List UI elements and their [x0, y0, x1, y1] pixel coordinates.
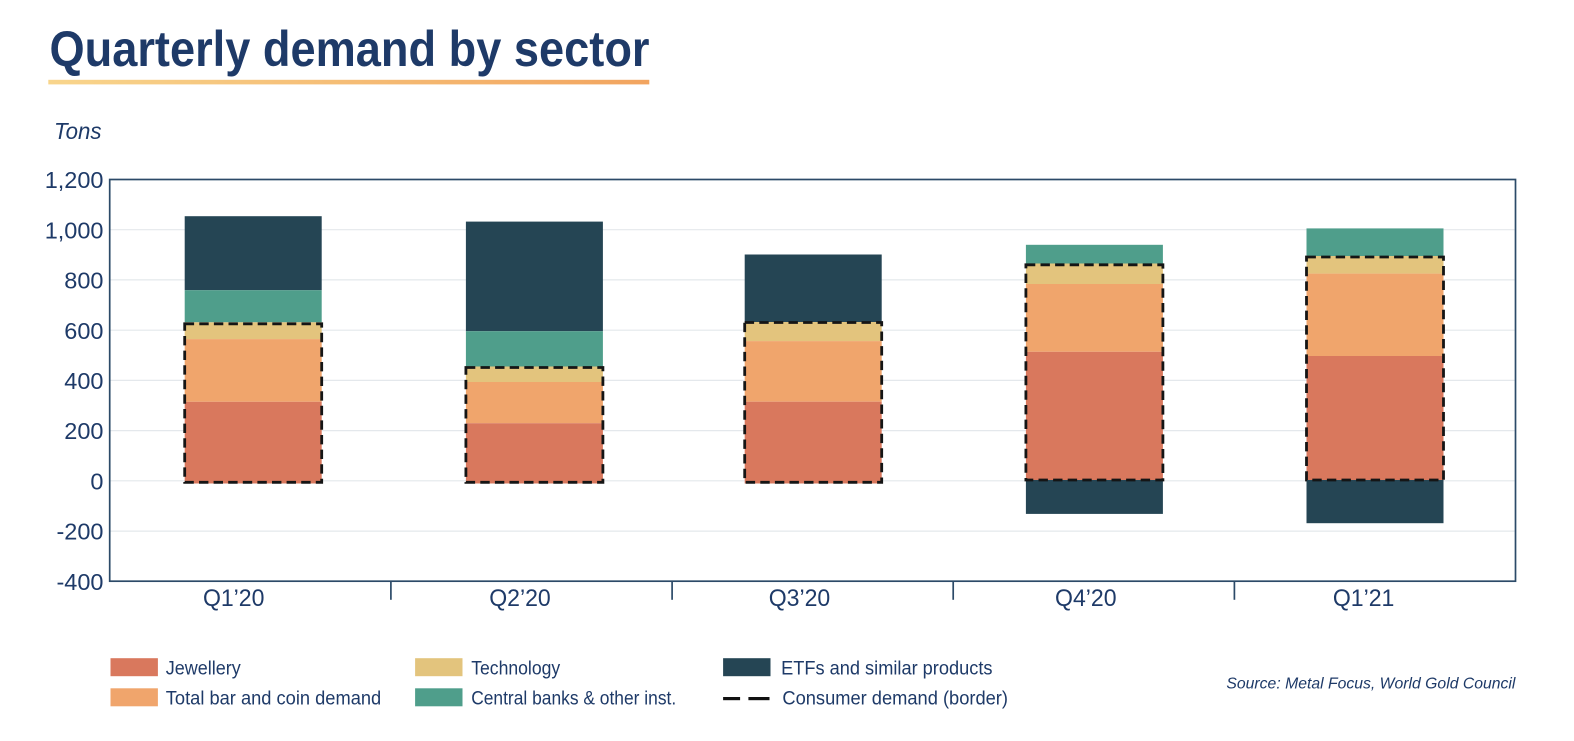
svg-text:1,000: 1,000 [45, 217, 104, 243]
svg-text:Q4’20: Q4’20 [1055, 585, 1117, 612]
svg-text:Q1’20: Q1’20 [203, 585, 265, 612]
svg-text:Technology: Technology [471, 658, 560, 679]
svg-text:Total bar and coin demand: Total bar and coin demand [166, 688, 381, 709]
svg-text:Source: Metal Focus, World Gol: Source: Metal Focus, World Gold Council [1226, 676, 1515, 693]
svg-text:Q2’20: Q2’20 [489, 585, 551, 612]
svg-text:Consumer demand (border): Consumer demand (border) [782, 688, 1008, 709]
svg-text:800: 800 [64, 268, 103, 294]
svg-text:Jewellery: Jewellery [166, 658, 241, 679]
svg-text:Q3’20: Q3’20 [769, 585, 831, 612]
svg-text:200: 200 [64, 418, 103, 444]
svg-text:-200: -200 [56, 519, 103, 545]
svg-text:Q1’21: Q1’21 [1333, 585, 1395, 612]
svg-text:600: 600 [64, 318, 103, 344]
svg-text:Tons: Tons [54, 118, 102, 144]
svg-text:Quarterly demand by sector: Quarterly demand by sector [50, 21, 650, 77]
svg-text:Central banks & other inst.: Central banks & other inst. [471, 688, 676, 709]
svg-text:400: 400 [64, 368, 103, 394]
svg-text:ETFs and similar products: ETFs and similar products [781, 658, 992, 679]
svg-text:-400: -400 [56, 569, 103, 595]
svg-text:1,200: 1,200 [45, 167, 104, 193]
svg-text:0: 0 [90, 468, 103, 494]
